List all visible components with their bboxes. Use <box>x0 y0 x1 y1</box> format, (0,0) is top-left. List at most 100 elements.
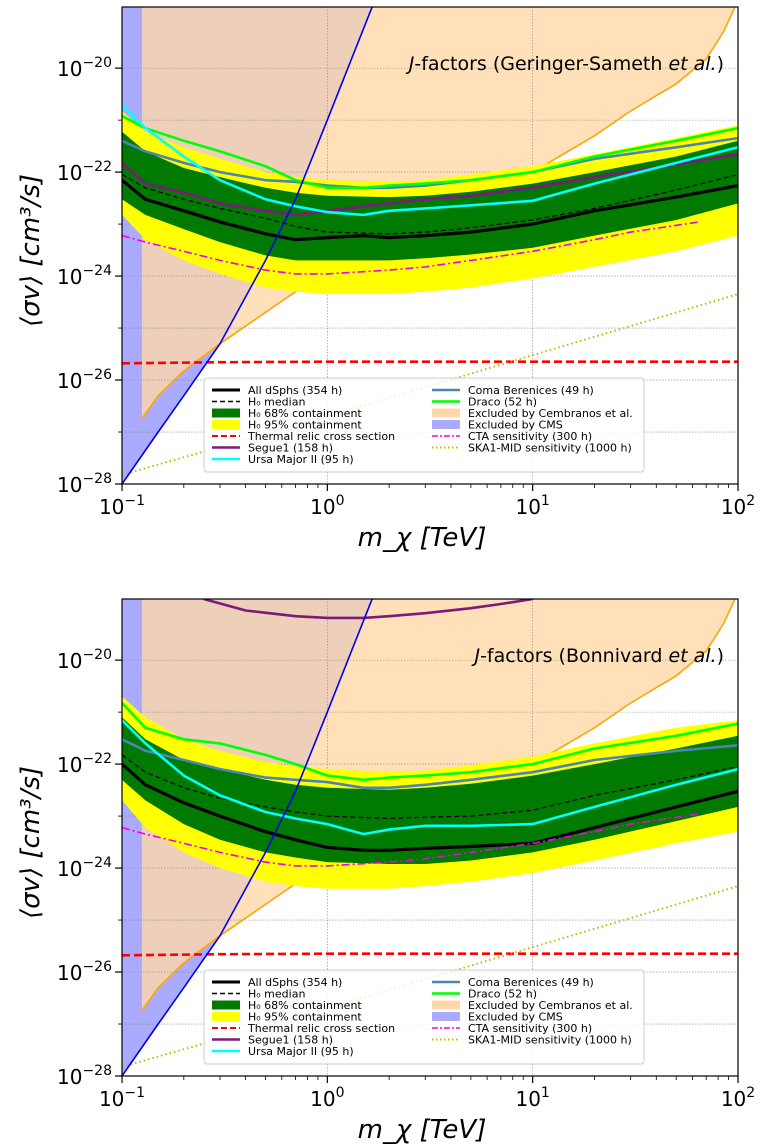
y-tick-label: 10−28 <box>57 1063 112 1089</box>
tick-exponent: −26 <box>82 959 112 975</box>
band-68-containment <box>122 717 738 864</box>
legend-label: All dSphs (354 h) <box>248 976 342 989</box>
annotation-prefix: J <box>405 53 415 75</box>
plot-area <box>122 599 738 1076</box>
legend-label: Segue1 (158 h) <box>248 442 333 455</box>
y-tick-label: 10−20 <box>57 647 112 673</box>
chart-panel-2: 10−1 100 101 10210−2810−2610−2410−2210−20m_… <box>16 598 755 1145</box>
series-cta-line <box>122 221 700 275</box>
tick-base: 10 <box>721 495 746 519</box>
legend-label: H₀ 68% containment <box>248 999 362 1012</box>
legend-key <box>432 420 460 429</box>
tick-exponent: −28 <box>82 471 112 487</box>
tick-base: 10 <box>57 857 82 881</box>
tick-exponent: −20 <box>82 647 112 663</box>
legend-label: SKA1-MID sensitivity (1000 h) <box>468 442 632 455</box>
legend-key <box>432 408 460 418</box>
tick-base: 10 <box>310 495 335 519</box>
legend-box <box>203 377 645 473</box>
legend-key <box>212 408 240 418</box>
series-draco-line <box>122 702 738 782</box>
annotation-suffix: ) <box>717 645 724 667</box>
chart-panel-1: 10−1 100 101 10210−2810−2610−2410−2210−20m_… <box>16 6 755 553</box>
legend-key <box>432 1012 460 1021</box>
tick-exponent: −22 <box>82 159 112 175</box>
legend-key <box>212 1000 240 1010</box>
excluded-cembranos-region <box>141 7 735 419</box>
tick-exponent: 0 <box>336 493 345 509</box>
annotation-prefix: J <box>470 645 480 667</box>
y-tick-label: 10−26 <box>57 959 112 985</box>
annotation-text: -factors (Bonnivard <box>480 645 668 667</box>
tick-base: 10 <box>57 753 82 777</box>
y-axis-label: ⟨σv⟩ [cm³/s] <box>16 174 46 327</box>
legend-label: Thermal relic cross section <box>247 430 395 443</box>
x-tick-label: 10−1 <box>99 1085 145 1111</box>
tick-base: 10 <box>57 265 82 289</box>
series-thermal-relic-line <box>122 360 738 365</box>
legend-label: Ursa Major II (95 h) <box>248 453 354 466</box>
legend-label: Coma Berenices (49 h) <box>468 384 594 397</box>
tick-exponent: 2 <box>746 493 755 509</box>
tick-base: 10 <box>57 369 82 393</box>
legend-label: H₀ 95% containment <box>248 1011 362 1024</box>
y-tick-label: 10−22 <box>57 751 112 777</box>
series-coma-berenices-line <box>122 738 738 790</box>
legend-label: CTA sensitivity (300 h) <box>468 1022 592 1035</box>
series-segue1-line <box>122 153 738 217</box>
jfactors-annotation: J-factors (Bonnivard et al.) <box>470 645 724 667</box>
tick-base: 10 <box>721 1087 746 1111</box>
y-tick-label: 10−24 <box>57 263 112 289</box>
legend-label: Draco (52 h) <box>468 396 537 409</box>
axes-frame <box>121 598 739 1077</box>
tick-exponent: −22 <box>82 751 112 767</box>
plot-area <box>122 7 738 484</box>
legend-key <box>212 420 240 429</box>
y-tick-label: 10−20 <box>57 55 112 81</box>
x-tick-label: 10−1 <box>99 493 145 519</box>
legend-label: Excluded by CMS <box>468 1011 563 1024</box>
legend-label: Coma Berenices (49 h) <box>468 976 594 989</box>
legend-label: Draco (52 h) <box>468 988 537 1001</box>
tick-base: 10 <box>57 57 82 81</box>
tick-exponent: 0 <box>336 1085 345 1101</box>
tick-exponent: −1 <box>124 493 145 509</box>
tick-exponent: −24 <box>82 263 112 279</box>
series-segue1-line <box>203 599 533 620</box>
series-ursa-major-ii-line <box>122 103 738 217</box>
tick-base: 10 <box>99 1087 124 1111</box>
legend-label: Excluded by CMS <box>468 419 563 432</box>
legend-label: CTA sensitivity (300 h) <box>468 430 592 443</box>
tick-exponent: 1 <box>541 1085 550 1101</box>
annotation-etal: et al. <box>668 53 716 75</box>
tick-base: 10 <box>310 1087 335 1111</box>
legend-box <box>203 969 645 1065</box>
x-tick-label: 100 <box>310 1085 344 1111</box>
annotation-suffix: ) <box>717 53 724 75</box>
tick-base: 10 <box>57 961 82 985</box>
y-tick-label: 10−24 <box>57 855 112 881</box>
tick-exponent: −20 <box>82 55 112 71</box>
tick-base: 10 <box>57 473 82 497</box>
excluded-cembranos-region <box>141 599 735 1011</box>
legend-label: Excluded by Cembranos et al. <box>468 407 633 420</box>
annotation-text: -factors (Geringer-Sameth <box>414 53 668 75</box>
legend-label: H₀ median <box>248 988 305 1001</box>
legend-label: H₀ 95% containment <box>248 419 362 432</box>
x-axis-label: m_χ [TeV] <box>358 523 487 553</box>
series-thermal-relic-line <box>122 952 738 957</box>
legend-label: SKA1-MID sensitivity (1000 h) <box>468 1034 632 1047</box>
x-axis-label: m_χ [TeV] <box>358 1115 487 1144</box>
series-all-dsphs-line <box>122 762 738 852</box>
y-tick-label: 10−26 <box>57 367 112 393</box>
x-tick-label: 102 <box>721 1085 755 1111</box>
y-axis-label: ⟨σv⟩ [cm³/s] <box>16 766 46 919</box>
y-tick-label: 10−28 <box>57 471 112 497</box>
excluded-cms-line <box>122 7 373 484</box>
tick-base: 10 <box>515 495 540 519</box>
series-median-line <box>122 754 738 820</box>
tick-base: 10 <box>57 649 82 673</box>
